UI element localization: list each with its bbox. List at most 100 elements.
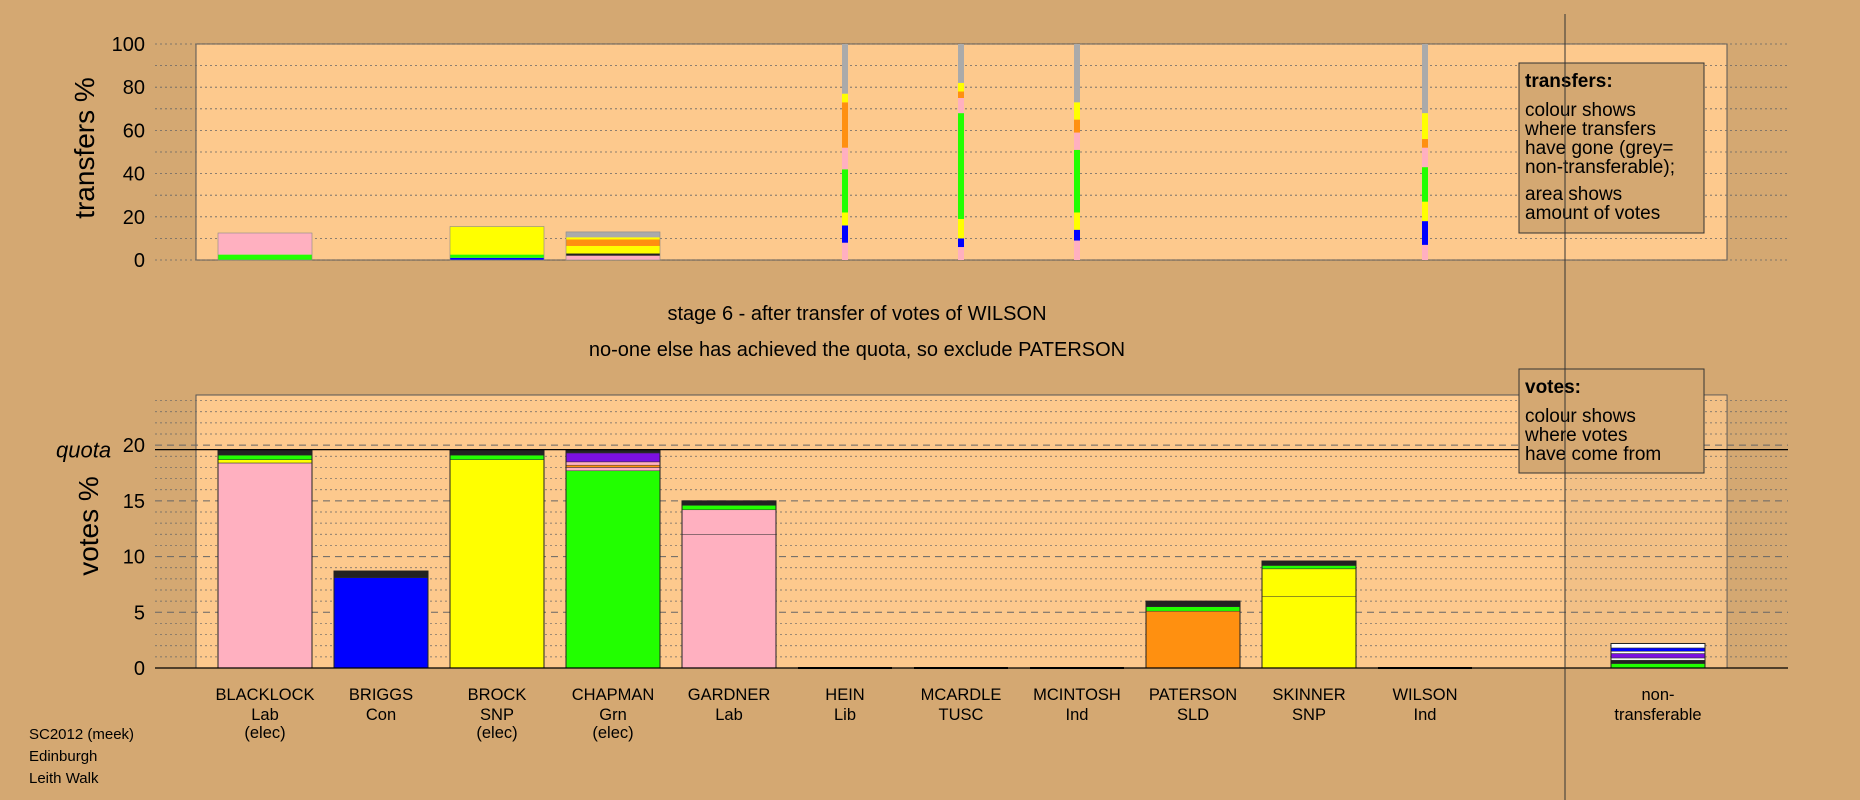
candidate-status: (elec) bbox=[592, 724, 633, 742]
votes-bar-segment bbox=[1261, 565, 1357, 570]
transfers-bar-segment bbox=[1074, 212, 1080, 230]
votes-bar-segment bbox=[217, 459, 313, 464]
transfers-bar-segment bbox=[450, 254, 544, 258]
transfers-bar-segment bbox=[958, 91, 964, 98]
candidate-name: WILSON bbox=[1392, 686, 1457, 704]
candidate-name: HEIN bbox=[825, 686, 864, 704]
candidate-labels: BLACKLOCKLab(elec)BRIGGSConBROCKSNP(elec… bbox=[215, 686, 1457, 742]
transfers-bar-segment bbox=[842, 102, 848, 148]
candidate-status: (elec) bbox=[244, 724, 285, 742]
votes-y-ticks: 0 5 10 15 20 bbox=[123, 435, 145, 680]
votes-y-tick-label: 0 bbox=[134, 658, 145, 680]
transfers-y-ticks: 0 20 40 60 80 100 bbox=[112, 34, 145, 272]
transfers-bar-segment bbox=[842, 225, 848, 243]
votes-bar-segment bbox=[1145, 600, 1241, 607]
candidate-party: Lab bbox=[251, 706, 279, 724]
transfers-bar-segment bbox=[1422, 201, 1428, 222]
votes-y-tick-label: 10 bbox=[123, 547, 145, 569]
candidate-party: SNP bbox=[480, 706, 514, 724]
votes-bar-segment bbox=[681, 500, 777, 506]
votes-gridlines bbox=[155, 400, 1788, 658]
stage-description: stage 6 - after transfer of votes of WIL… bbox=[667, 303, 1046, 325]
nontransferable-label: transferable bbox=[1614, 706, 1701, 724]
transfers-bar-segment bbox=[842, 242, 848, 260]
transfers-legend-line: colour shows bbox=[1525, 100, 1636, 121]
footer-method: SC2012 (meek) bbox=[29, 726, 134, 743]
candidate-party: SNP bbox=[1292, 706, 1326, 724]
votes-legend: votes: colour shows where votes have com… bbox=[1518, 368, 1705, 474]
transfers-bar-outline bbox=[449, 226, 545, 261]
transfers-legend: transfers: colour shows where transfers … bbox=[1518, 62, 1705, 234]
votes-bar-segment bbox=[217, 462, 313, 669]
transfers-bar-segment bbox=[1074, 229, 1080, 241]
votes-bar-segment bbox=[1610, 653, 1706, 659]
transfers-bars bbox=[217, 44, 1428, 261]
transfers-bar-segment bbox=[1074, 119, 1080, 133]
transfers-bar-segment bbox=[842, 93, 848, 103]
votes-legend-line: have come from bbox=[1525, 444, 1661, 465]
transfers-bar-segment bbox=[566, 237, 660, 240]
votes-y-axis-title: votes % bbox=[73, 476, 104, 576]
votes-bar-segment bbox=[681, 534, 777, 669]
transfers-y-tick-label: 40 bbox=[123, 164, 145, 186]
transfers-bar-segment bbox=[1422, 113, 1428, 140]
votes-bar-segment bbox=[217, 449, 313, 456]
transfers-bar-segment bbox=[1074, 240, 1080, 260]
transfers-bar-segment bbox=[1422, 244, 1428, 260]
transfers-legend-line: non-transferable); bbox=[1525, 157, 1675, 178]
nontransferable-label: non- bbox=[1641, 686, 1674, 704]
transfers-bar-segment bbox=[218, 254, 312, 260]
votes-bar-segment bbox=[565, 461, 661, 466]
transfers-bar-segment bbox=[450, 226, 544, 255]
candidate-party: Lab bbox=[715, 706, 743, 724]
transfers-bar-segment bbox=[958, 113, 964, 219]
transfers-bar-segment bbox=[1074, 149, 1080, 213]
transfers-bar-segment bbox=[842, 169, 848, 213]
quota-label: quota bbox=[56, 438, 111, 463]
transfers-y-tick-label: 0 bbox=[134, 250, 145, 272]
candidate-party: Con bbox=[366, 706, 396, 724]
votes-bar-segment bbox=[1610, 657, 1706, 661]
transfers-bar-segment bbox=[450, 257, 544, 260]
votes-bar-segment bbox=[449, 459, 545, 669]
transfers-bar-segment bbox=[566, 245, 660, 254]
transfers-bar-segment bbox=[958, 238, 964, 248]
candidate-name: MCARDLE bbox=[921, 686, 1002, 704]
candidate-party: Ind bbox=[1414, 706, 1437, 724]
candidate-name: BLACKLOCK bbox=[215, 686, 314, 704]
transfers-bar-segment bbox=[566, 231, 660, 238]
votes-bar-segment bbox=[565, 467, 661, 472]
transfers-bar-segment bbox=[566, 239, 660, 246]
transfers-bar-segment bbox=[1422, 167, 1428, 202]
candidate-party: SLD bbox=[1177, 706, 1209, 724]
votes-legend-line: colour shows bbox=[1525, 406, 1636, 427]
footer-ward: Leith Walk bbox=[29, 770, 99, 787]
votes-bar-segment bbox=[565, 464, 661, 468]
transfers-bar-segment bbox=[1422, 147, 1428, 168]
transfers-bar-segment bbox=[1422, 221, 1428, 245]
transfers-bar-segment bbox=[1074, 44, 1080, 103]
votes-bar-segment bbox=[333, 577, 429, 669]
candidate-party: TUSC bbox=[939, 706, 984, 724]
candidate-name: CHAPMAN bbox=[572, 686, 655, 704]
candidate-name: SKINNER bbox=[1272, 686, 1345, 704]
votes-bar-segment bbox=[565, 452, 661, 463]
transfers-bar-segment bbox=[1074, 102, 1080, 120]
transfers-y-tick-label: 20 bbox=[123, 207, 145, 229]
transfers-bar-segment bbox=[958, 44, 964, 83]
candidate-name: MCINTOSH bbox=[1033, 686, 1121, 704]
votes-y-tick-label: 5 bbox=[134, 602, 145, 624]
candidate-name: BROCK bbox=[468, 686, 527, 704]
votes-bar-segment bbox=[1145, 606, 1241, 612]
transfers-bar-segment bbox=[1074, 132, 1080, 150]
votes-bar-segment bbox=[1610, 643, 1706, 649]
votes-bar-segment bbox=[1261, 560, 1357, 566]
votes-bars bbox=[217, 449, 1706, 669]
votes-bar-segment bbox=[449, 454, 545, 460]
transfers-bar-segment bbox=[566, 255, 660, 260]
transfers-legend-line: area shows bbox=[1525, 184, 1622, 205]
transfers-bar-outline bbox=[217, 232, 313, 261]
footer-council: Edinburgh bbox=[29, 748, 97, 765]
votes-bar-segment bbox=[681, 505, 777, 511]
